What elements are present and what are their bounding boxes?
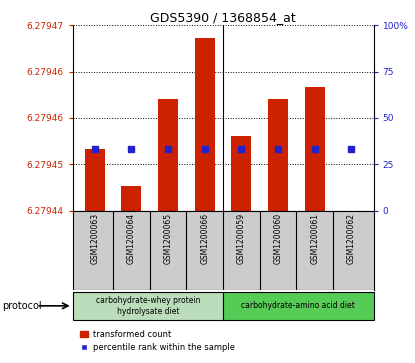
Text: GSM1200060: GSM1200060: [273, 213, 283, 264]
Bar: [231, 136, 251, 211]
Text: GSM1200059: GSM1200059: [237, 213, 246, 264]
Text: GSM1200064: GSM1200064: [127, 213, 136, 264]
Text: GSM1200063: GSM1200063: [90, 213, 99, 264]
Bar: [305, 87, 325, 211]
Bar: [268, 99, 288, 211]
Bar: [158, 99, 178, 211]
Text: carbohydrate-whey protein
hydrolysate diet: carbohydrate-whey protein hydrolysate di…: [95, 296, 200, 315]
Text: GSM1200066: GSM1200066: [200, 213, 209, 264]
Text: GSM1200065: GSM1200065: [164, 213, 173, 264]
Bar: [85, 149, 105, 211]
Bar: [223, 292, 374, 320]
Text: GSM1200062: GSM1200062: [347, 213, 356, 264]
Bar: [121, 186, 142, 211]
Title: GDS5390 / 1368854_at: GDS5390 / 1368854_at: [150, 11, 296, 24]
Legend: transformed count, percentile rank within the sample: transformed count, percentile rank withi…: [77, 327, 238, 356]
Bar: [195, 38, 215, 211]
Bar: [73, 292, 223, 320]
Text: GSM1200061: GSM1200061: [310, 213, 319, 264]
Text: protocol: protocol: [2, 301, 42, 311]
Text: carbohydrate-amino acid diet: carbohydrate-amino acid diet: [242, 301, 355, 310]
